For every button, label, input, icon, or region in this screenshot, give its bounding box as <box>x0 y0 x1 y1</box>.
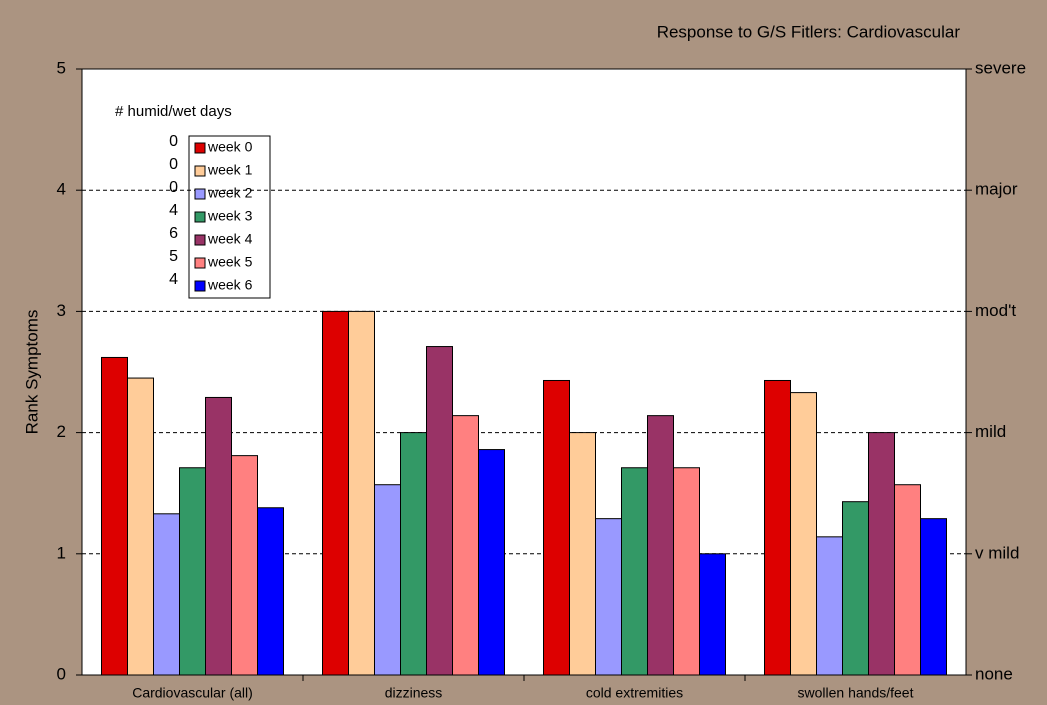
bar <box>101 356 128 676</box>
bar <box>257 507 284 676</box>
bar <box>816 536 843 676</box>
bar <box>842 501 869 676</box>
y-tick-label: 5 <box>57 58 66 77</box>
bar <box>673 467 700 676</box>
chart-title: Response to G/S Fitlers: Cardiovascular <box>657 22 961 41</box>
annotation: # humid/wet days <box>115 103 232 120</box>
legend-label: week 4 <box>207 231 253 247</box>
bar <box>478 449 505 676</box>
bar <box>426 346 453 676</box>
humid-days: 0 <box>169 156 178 173</box>
x-tick-label: dizziness <box>385 685 443 701</box>
y2-tick-label: none <box>975 664 1013 683</box>
bar <box>179 467 206 676</box>
bar <box>894 484 921 676</box>
legend-label: week 1 <box>207 162 253 178</box>
y-tick-label: 4 <box>57 180 66 199</box>
bar <box>127 377 154 676</box>
humid-days: 0 <box>169 179 178 196</box>
bar <box>452 415 479 676</box>
legend-label: week 5 <box>207 254 253 270</box>
y2-tick-label: v mild <box>975 543 1019 562</box>
humid-days: 0 <box>169 133 178 150</box>
bar <box>764 379 791 676</box>
bar <box>205 396 232 676</box>
bar <box>153 513 180 676</box>
y-tick-label: 1 <box>57 543 66 562</box>
humid-days: 4 <box>169 271 178 288</box>
y2-tick-label: mild <box>975 422 1006 441</box>
x-tick-label: Cardiovascular (all) <box>132 685 253 701</box>
humid-days: 4 <box>169 202 178 219</box>
legend-swatch <box>194 165 206 177</box>
x-tick-label: swollen hands/feet <box>798 685 914 701</box>
bar <box>621 467 648 676</box>
bar <box>920 518 947 676</box>
bar <box>322 310 349 676</box>
bar <box>231 455 258 676</box>
y2-tick-label: major <box>975 180 1018 199</box>
humid-days: 5 <box>169 248 178 265</box>
bar <box>790 392 817 676</box>
bar <box>647 415 674 676</box>
bar <box>569 432 596 676</box>
legend-label: week 0 <box>207 139 253 155</box>
legend-label: week 3 <box>207 208 253 224</box>
y-axis-label: Rank Symptoms <box>22 310 41 435</box>
legend-swatch <box>194 234 206 246</box>
legend-swatch <box>194 280 206 292</box>
humid-days: 6 <box>169 225 178 242</box>
bar <box>595 518 622 676</box>
bar <box>348 310 375 676</box>
legend-swatch <box>194 142 206 154</box>
legend-label: week 2 <box>207 185 253 201</box>
y2-tick-label: mod't <box>975 301 1016 320</box>
y2-tick-label: severe <box>975 58 1026 77</box>
legend-swatch <box>194 257 206 269</box>
bar <box>868 432 895 676</box>
legend-swatch <box>194 211 206 223</box>
y-tick-label: 0 <box>57 664 66 683</box>
y-tick-label: 3 <box>57 301 66 320</box>
y-tick-label: 2 <box>57 422 66 441</box>
x-tick-label: cold extremities <box>586 685 683 701</box>
legend-label: week 6 <box>207 277 253 293</box>
bar <box>543 379 570 676</box>
bar <box>374 484 401 676</box>
legend-swatch <box>194 188 206 200</box>
bar <box>699 553 726 676</box>
bar <box>400 432 427 676</box>
